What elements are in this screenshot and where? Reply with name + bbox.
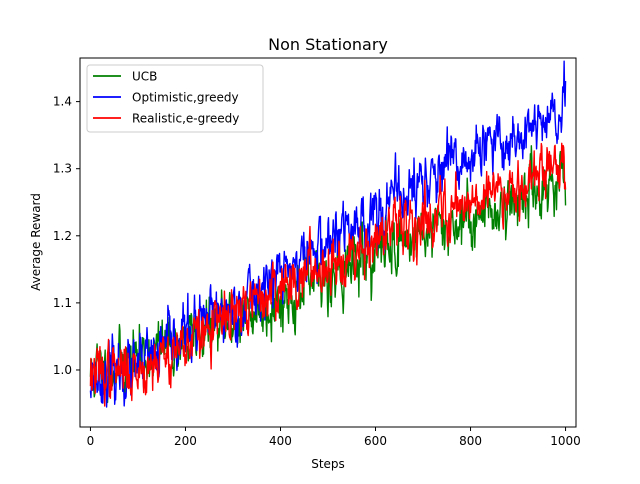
x-tick-label: 1000 — [550, 434, 581, 448]
series-line-realistic-e-greedy — [89, 142, 567, 407]
series-line-optimistic-greedy — [89, 60, 567, 408]
x-tick-label: 600 — [364, 434, 387, 448]
x-tick-label: 800 — [459, 434, 482, 448]
legend: UCB Optimistic,greedy Realistic,e-greedy — [86, 64, 264, 133]
y-tick-label: 1.2 — [53, 229, 72, 243]
legend-label-realistic-e-greedy: Realistic,e-greedy — [132, 112, 239, 126]
x-tick-label: 400 — [269, 434, 292, 448]
plot-lines — [89, 60, 567, 408]
legend-box — [86, 64, 264, 133]
y-tick-label: 1.1 — [53, 296, 72, 310]
y-tick-label: 1.4 — [53, 95, 72, 109]
x-axis-ticks: 0 200 400 600 800 1000 — [87, 427, 581, 448]
y-axis-ticks: 1.0 1.1 1.2 1.3 1.4 — [53, 95, 80, 377]
x-tick-label: 0 — [87, 434, 95, 448]
x-axis-label: Steps — [311, 457, 345, 471]
plot-frame — [79, 57, 577, 428]
chart-title: Non Stationary — [268, 35, 388, 54]
legend-label-ucb: UCB — [132, 70, 157, 84]
y-axis-label: Average Reward — [29, 193, 43, 291]
y-tick-label: 1.3 — [53, 162, 72, 176]
y-tick-label: 1.0 — [53, 363, 72, 377]
legend-label-optimistic-greedy: Optimistic,greedy — [132, 91, 239, 105]
x-tick-label: 200 — [174, 434, 197, 448]
